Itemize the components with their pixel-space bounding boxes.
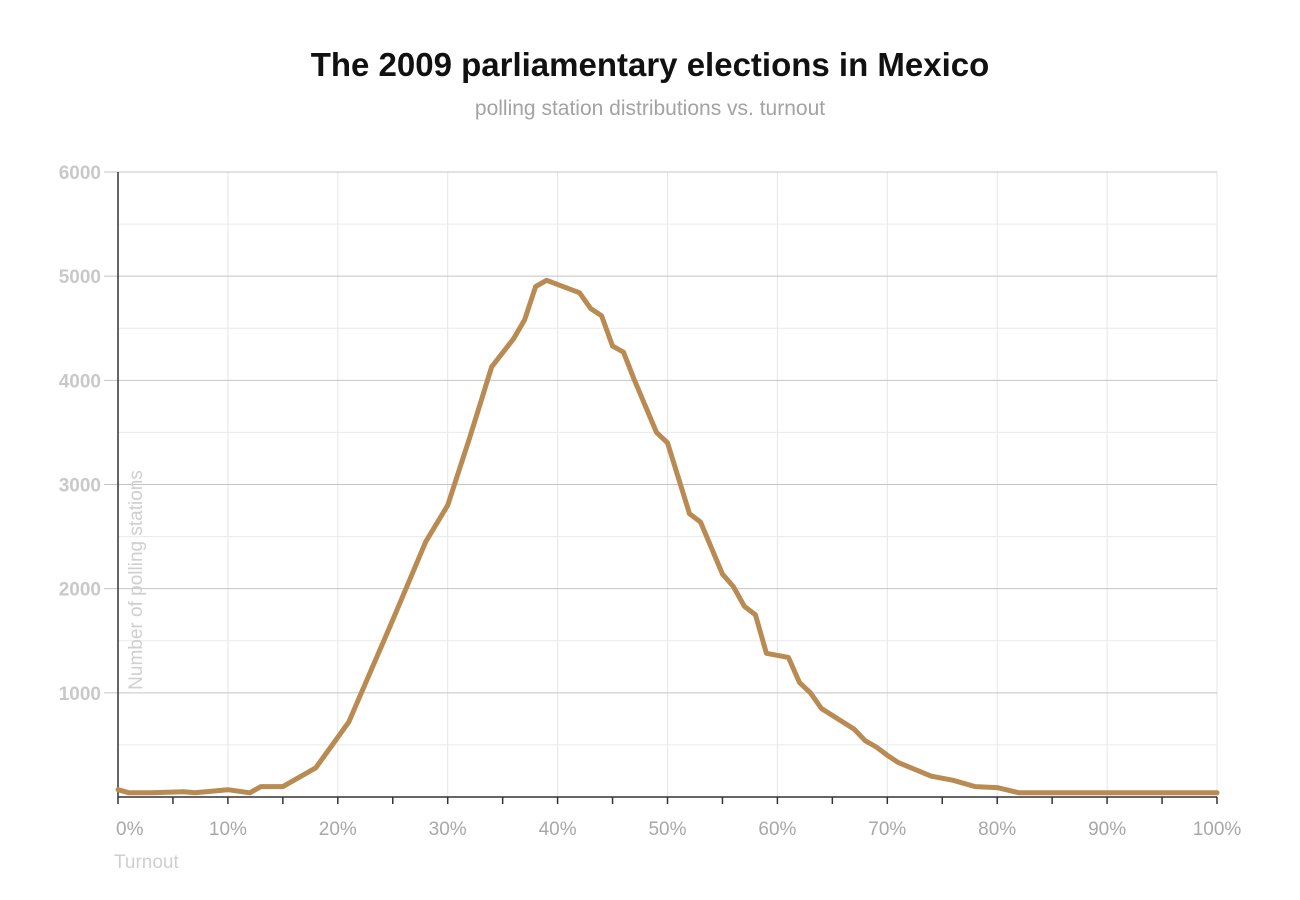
x-tick-label: 50% <box>648 819 686 840</box>
y-tick-label: 6000 <box>59 163 101 184</box>
x-tick-label: 0% <box>116 819 144 840</box>
x-tick-label: 80% <box>978 819 1016 840</box>
x-tick-label: 60% <box>758 819 796 840</box>
x-tick-label: 70% <box>868 819 906 840</box>
chart-title: The 2009 parliamentary elections in Mexi… <box>310 46 990 83</box>
x-tick-label: 100% <box>1193 819 1242 840</box>
axes <box>104 171 1218 804</box>
x-tick-label: 20% <box>319 819 357 840</box>
grid <box>118 171 1218 797</box>
x-tick-label: 40% <box>539 819 577 840</box>
chart-subtitle: polling station distributions vs. turnou… <box>474 97 826 120</box>
x-tick-label: 10% <box>209 819 247 840</box>
y-tick-label: 4000 <box>59 371 101 392</box>
y-tick-label: 2000 <box>59 580 101 601</box>
series-line <box>115 277 1220 796</box>
y-tick-label: 3000 <box>59 476 101 497</box>
series <box>115 277 1220 796</box>
tick-labels: 1000 2000 3000 4000 5000 6000 0% 10% 20% 30% 40% 50… <box>59 163 1242 840</box>
y-tick-label: 1000 <box>59 684 101 705</box>
x-tick-label: 30% <box>429 819 467 840</box>
y-tick-label: 5000 <box>59 267 101 288</box>
y-axis-label: Number of polling stations <box>126 470 147 690</box>
x-tick-label: 90% <box>1088 819 1126 840</box>
x-axis-label: Turnout <box>114 852 179 873</box>
